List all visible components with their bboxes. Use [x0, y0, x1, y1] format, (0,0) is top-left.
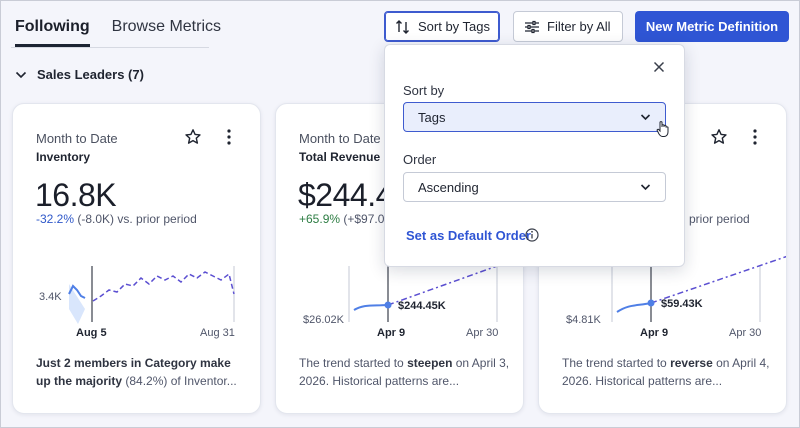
y-axis-label: $26.02K [303, 314, 345, 326]
info-icon[interactable] [525, 228, 539, 242]
insight-bold: reverse [670, 356, 713, 370]
metric-card-inventory[interactable]: Month to Date Inventory 16.8K -32.2% (-8… [12, 103, 261, 414]
actual-line [616, 302, 652, 313]
card-value: 16.8K [35, 177, 117, 213]
sparkline-chart: $59.43K $4.81K Apr 9 Apr 30 [566, 255, 786, 339]
card-period: Month to Date - [299, 131, 389, 146]
card-period: Month to Date [36, 131, 118, 146]
order-label: Order [403, 152, 437, 167]
tab-browse-metrics[interactable]: Browse Metrics [111, 18, 222, 35]
trend-line [650, 255, 786, 304]
tab-following[interactable]: Following [15, 1, 90, 47]
filter-sliders-icon [525, 20, 539, 33]
section-title: Sales Leaders (7) [37, 67, 144, 82]
card-insight: The trend started to reverse on April 4,… [562, 354, 774, 390]
close-icon[interactable] [653, 61, 665, 73]
card-change: -32.2% (-8.0K) vs. prior period [36, 212, 197, 226]
tab-divider [11, 47, 209, 48]
more-vertical-icon[interactable] [224, 128, 234, 146]
insight-rest: on April 4, 2026. Historical patterns ar… [562, 356, 770, 388]
sort-by-value: Tags [418, 109, 446, 125]
section-toggle[interactable]: Sales Leaders (7) [15, 67, 144, 82]
card-change: +65.9% (+$97.0 [299, 212, 384, 226]
start-date-label: Apr 9 [377, 327, 405, 339]
sparkline-chart: 3.4K Aug 5 Aug 31 [39, 266, 235, 339]
point-value-label: $59.43K [661, 298, 703, 310]
insight-bold: Just 2 members in Category make up the m… [36, 356, 231, 388]
star-icon[interactable] [184, 128, 202, 146]
start-date-label: Apr 9 [640, 327, 668, 339]
current-point [384, 301, 392, 309]
sort-button[interactable]: Sort by Tags [384, 11, 500, 42]
insight-bold: steepen [407, 356, 453, 370]
star-icon[interactable] [710, 128, 728, 146]
filter-button[interactable]: Filter by All [513, 11, 623, 42]
order-value: Ascending [418, 179, 479, 195]
insight-pre: The trend started to [562, 356, 671, 370]
current-point [647, 299, 655, 307]
end-date-label: Apr 30 [466, 327, 498, 339]
change-percent: -32.2% [36, 212, 75, 226]
new-metric-definition-button[interactable]: New Metric Definition [635, 11, 789, 42]
insight-rest: (84.2%) of Inventor... [122, 374, 237, 388]
actual-line [68, 284, 86, 299]
tab-bar: Following Browse Metrics [15, 1, 243, 49]
card-insight: Just 2 members in Category make up the m… [36, 354, 248, 390]
start-date-label: Aug 5 [76, 327, 107, 339]
change-percent: +65.9% [299, 212, 341, 226]
hand-cursor-icon [656, 121, 669, 137]
card-metric-name: Total Revenue [299, 150, 381, 164]
chevron-down-icon [15, 71, 27, 78]
y-axis-label: $4.81K [566, 314, 602, 326]
chevron-down-icon [640, 114, 651, 121]
set-default-order-link[interactable]: Set as Default Order [406, 228, 531, 243]
sort-by-select[interactable]: Tags [403, 102, 666, 132]
change-detail: (-8.0K) vs. prior period [74, 212, 197, 226]
sort-arrows-icon [396, 19, 409, 34]
sort-popover: Sort by Tags Order Ascending Set as Defa… [384, 44, 685, 267]
card-metric-name: Inventory [36, 150, 91, 164]
card-insight: The trend started to steepen on April 3,… [299, 354, 511, 390]
sort-by-label: Sort by [403, 83, 445, 98]
filter-button-label: Filter by All [547, 19, 611, 34]
actual-line [353, 304, 389, 311]
sparkline-chart: $244.45K $26.02K Apr 9 Apr 30 [303, 255, 523, 339]
point-value-label: $244.45K [398, 300, 446, 312]
sort-button-label: Sort by Tags [418, 19, 491, 34]
y-axis-label: 3.4K [39, 291, 62, 303]
card-change: prior period [689, 212, 750, 226]
insight-pre: The trend started to [299, 356, 408, 370]
more-vertical-icon[interactable] [750, 128, 760, 146]
end-date-label: Apr 30 [729, 327, 761, 339]
change-detail: (+$97.0 [340, 212, 385, 226]
chevron-down-icon [640, 184, 651, 191]
card-value: $244.4 [298, 177, 393, 213]
end-date-label: Aug 31 [200, 327, 235, 339]
order-select[interactable]: Ascending [403, 172, 666, 202]
insight-rest: on April 3, 2026. Historical patterns ar… [299, 356, 510, 388]
trend-line [92, 271, 235, 302]
confidence-band [69, 284, 85, 324]
